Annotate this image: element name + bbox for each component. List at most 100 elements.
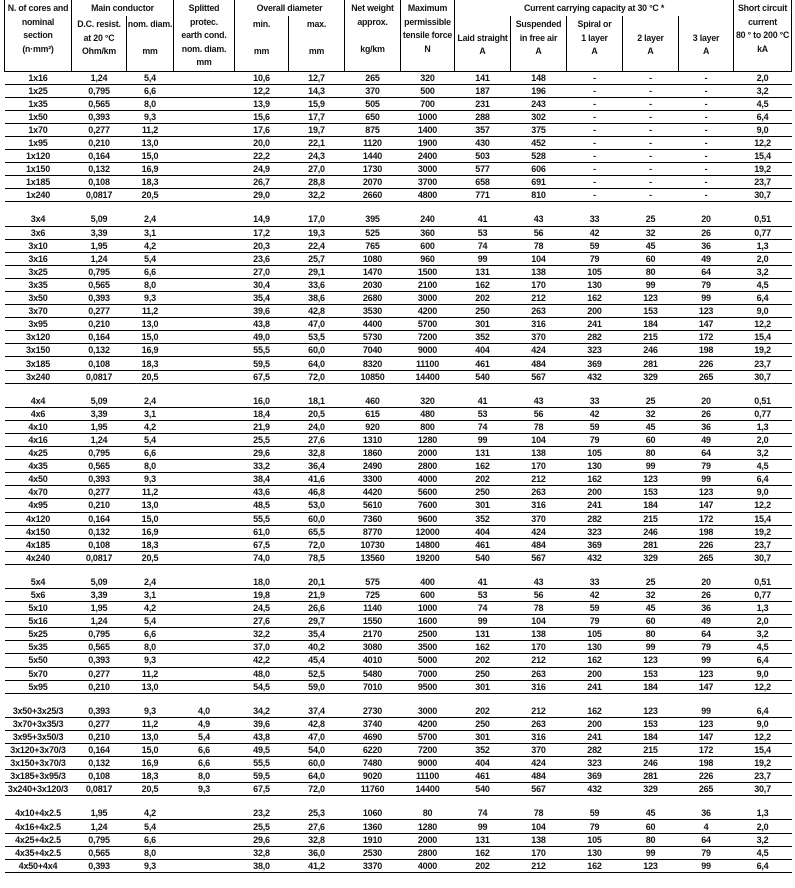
cell: [173, 213, 235, 227]
cell: 26: [678, 588, 734, 603]
cell: 0,565: [71, 278, 127, 293]
cell: 4200: [400, 304, 455, 319]
cell: 3740: [344, 717, 401, 731]
cell: 1,24: [71, 71, 127, 85]
cell: 147: [678, 498, 734, 513]
cell: 14,3: [288, 84, 345, 98]
cell: -: [566, 188, 623, 203]
cell: 4,5: [733, 640, 792, 655]
cell: 162: [566, 472, 623, 487]
cell: 7600: [400, 498, 455, 513]
cell: 131: [454, 627, 511, 642]
cell: 3x35: [4, 278, 72, 293]
cell: 4010: [344, 653, 401, 668]
cell: [173, 175, 235, 190]
cell: [173, 343, 235, 358]
cell: 4x70: [4, 485, 72, 500]
cell: 9,3: [173, 782, 235, 797]
cell: 615: [344, 407, 401, 421]
cell: 323: [566, 343, 623, 358]
cell: 0,277: [71, 304, 127, 319]
cell: 39,6: [234, 304, 289, 319]
cell: 32,8: [234, 846, 289, 860]
cell: 26: [678, 226, 734, 240]
table-row: 4x16+4x2.5 1,24 5,4 25,5 27,6 1360 1280 99 104 79…: [4, 819, 792, 834]
cell: 23,6: [234, 252, 289, 266]
cell: 34,2: [234, 704, 289, 718]
cell: -: [678, 97, 734, 111]
cell: 24,9: [234, 162, 289, 177]
cell: 9,3: [126, 472, 174, 487]
cell: 99: [622, 640, 679, 655]
table-row: 4x95 0,210 13,0 48,5 53,0 5610 7600 301 316 241 18…: [4, 498, 792, 513]
cell: 16,0: [234, 394, 289, 408]
cell: 80: [400, 807, 455, 821]
cell: -: [566, 110, 623, 124]
col-header-tensile-force: Maximum permissible tensile force N: [400, 0, 455, 72]
cell: 1x95: [4, 136, 72, 151]
cell: 105: [566, 265, 623, 279]
cell: 4x16+4x2.5: [4, 819, 72, 834]
cell: 80: [622, 627, 679, 642]
cell: 7480: [344, 756, 401, 771]
cell: 2400: [400, 149, 455, 164]
cell: 12,7: [288, 71, 345, 85]
cell: 3,39: [71, 407, 127, 421]
cell: 3,2: [733, 265, 792, 279]
cell: 11100: [400, 769, 455, 784]
cell: 503: [454, 149, 511, 164]
cell: 3,1: [126, 407, 174, 421]
cell: 1,95: [71, 239, 127, 253]
cell: 170: [510, 846, 567, 860]
cell: 78,5: [288, 551, 345, 565]
cell: -: [566, 136, 623, 151]
cell: 99: [678, 704, 734, 718]
cell: 6,6: [126, 84, 174, 98]
cell: 0,0817: [71, 370, 127, 384]
cell: 5x95: [4, 680, 72, 694]
cell: 691: [510, 175, 567, 190]
cell: 123: [678, 717, 734, 731]
table-row: 4x50 0,393 9,3 38,4 41,6 3300 4000 202 212 162 123…: [4, 472, 792, 487]
cell: 123: [622, 472, 679, 487]
cell: 1,3: [733, 601, 792, 616]
cell: 1x35: [4, 97, 72, 111]
cell: 0,210: [71, 136, 127, 151]
cell: 1500: [400, 265, 455, 279]
cell: 172: [678, 743, 734, 758]
cell: -: [622, 136, 679, 151]
cell: 99: [678, 472, 734, 487]
cell: 79: [678, 846, 734, 860]
cell: 10,6: [234, 71, 289, 85]
cell: 480: [400, 407, 455, 421]
cell: 432: [566, 370, 623, 384]
table-row: 4x25+4x2.5 0,795 6,6 29,6 32,8 1910 2000 131 138…: [4, 833, 792, 847]
cell: 30,4: [234, 278, 289, 293]
cell: [173, 525, 235, 539]
table-row: 4x35 0,565 8,0 33,2 36,4 2490 2800 162 170 130 99 7…: [4, 459, 792, 474]
cell: 1000: [400, 601, 455, 616]
cell: 9,0: [733, 667, 792, 681]
cell: 14,9: [234, 213, 289, 227]
table-row: 5x4 5,09 2,4 18,0 20,1 575 400 41 43 33 25 20 0,51: [4, 575, 792, 589]
cell: 53: [454, 588, 511, 603]
cell: 4400: [344, 317, 401, 332]
cell: 21,9: [288, 588, 345, 603]
cell: 5,09: [71, 575, 127, 589]
cell: 11100: [400, 356, 455, 371]
cell: 6,4: [733, 110, 792, 124]
cell: 320: [400, 394, 455, 408]
cell: [173, 459, 235, 474]
cell: -: [622, 175, 679, 190]
cell: -: [622, 97, 679, 111]
cell: 505: [344, 97, 401, 111]
cell: 202: [454, 859, 511, 873]
cell: 241: [566, 317, 623, 332]
cell: 12,2: [234, 84, 289, 98]
cell: 370: [510, 512, 567, 526]
cell: 19,2: [733, 343, 792, 358]
cell: 41,6: [288, 472, 345, 487]
cell: 67,5: [234, 370, 289, 384]
cell: [173, 330, 235, 345]
cell: 99: [454, 252, 511, 266]
